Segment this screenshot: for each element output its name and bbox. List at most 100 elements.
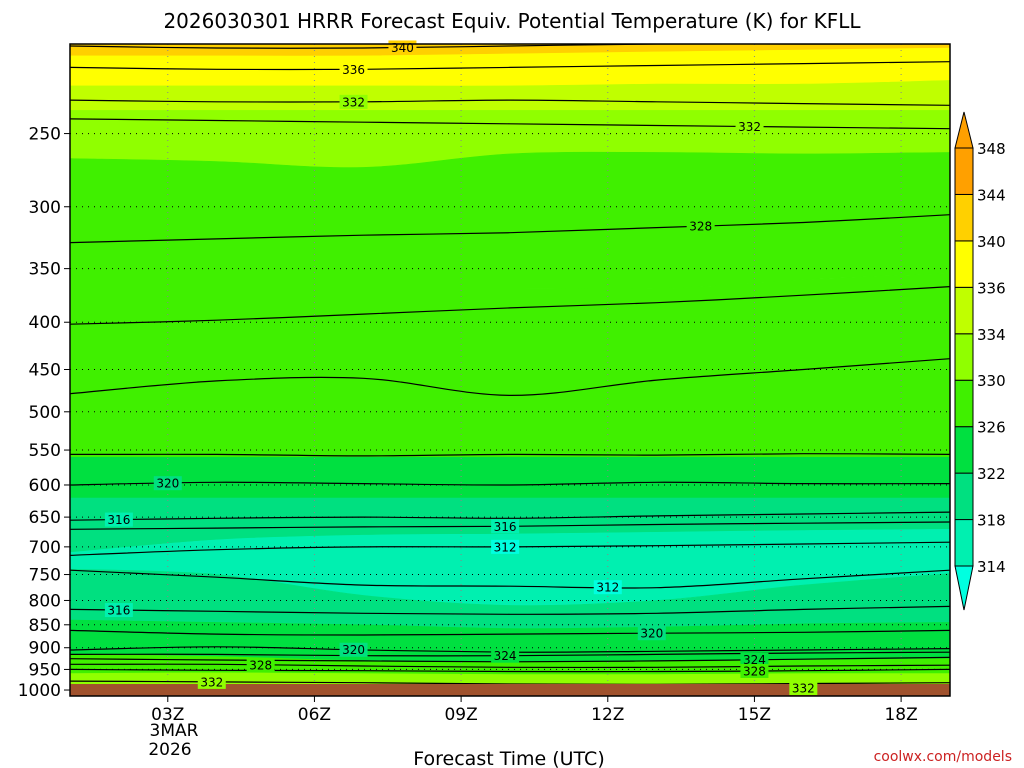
contour-label-text: 316 — [107, 513, 130, 527]
contour-320-7 — [70, 453, 950, 457]
contour-labels: 340 336 332 332 328 320 316 316 312 312 316 320 320 3… — [104, 40, 818, 696]
contour-label-316-9: 316 — [104, 512, 133, 527]
contour-label-bg — [491, 648, 520, 663]
contour-340-0 — [70, 44, 950, 49]
y-tick-label-600: 600 — [29, 476, 61, 496]
contour-316-13 — [70, 605, 950, 615]
contour-label-340-0: 340 — [388, 40, 417, 55]
colorbar-segment-318 — [954, 472, 974, 521]
colorbar-label-344: 344 — [977, 186, 1006, 204]
y-tick-label-950: 950 — [29, 660, 61, 680]
y-tick-label-1000: 1000 — [18, 681, 61, 701]
contour-label-text: 332 — [342, 95, 365, 109]
x-date-label-month: 3MAR — [150, 721, 199, 741]
y-tick-label-800: 800 — [29, 591, 61, 611]
contour-label-bg — [339, 94, 368, 109]
contour-label-332-20: 332 — [197, 674, 226, 689]
colorbar-segment-336 — [954, 240, 974, 288]
contour-label-312-11: 312 — [491, 539, 520, 554]
contour-label-bg — [593, 580, 622, 595]
theta-band-323-6 — [70, 456, 950, 499]
y-tick-label-700: 700 — [29, 538, 61, 558]
contour-label-text: 312 — [596, 581, 619, 595]
colorbar-label-340: 340 — [977, 233, 1006, 251]
contour-label-328-4: 328 — [686, 219, 715, 234]
contour-label-bg — [153, 476, 182, 491]
contour-label-316-10: 316 — [491, 519, 520, 534]
contour-label-bg — [104, 512, 133, 527]
x-date-label-year: 2026 — [148, 740, 191, 760]
contour-label-text: 328 — [249, 658, 272, 672]
colorbar-label-326: 326 — [977, 419, 1006, 437]
contour-label-text: 336 — [342, 63, 365, 77]
contour-label-324-16: 324 — [491, 648, 520, 663]
y-axis: 250 300 350 400 450 500 550 600 650 700 750 800 850 9… — [18, 125, 70, 701]
y-tick-label-900: 900 — [29, 639, 61, 659]
y-tick-label-750: 750 — [29, 566, 61, 586]
contour-324-6 — [70, 358, 950, 397]
contour-label-bg — [491, 539, 520, 554]
contour-label-text: 320 — [640, 627, 663, 641]
contour-label-bg — [246, 657, 275, 672]
contour-label-332-2: 332 — [339, 94, 368, 109]
gridlines — [70, 44, 950, 696]
contour-328-19 — [70, 668, 950, 673]
x-tick-label-06Z: 06Z — [298, 705, 331, 725]
contour-label-text: 328 — [743, 664, 766, 678]
contour-312-12 — [70, 569, 950, 589]
contour-label-text: 316 — [494, 520, 517, 534]
plot-area — [70, 44, 950, 696]
contour-label-bg — [197, 674, 226, 689]
contour-label-text: 332 — [738, 120, 761, 134]
y-tick-label-300: 300 — [29, 198, 61, 218]
chart-title: 2026030301 HRRR Forecast Equiv. Potentia… — [163, 9, 861, 33]
theta-band-327-5 — [70, 272, 950, 458]
colorbar-label-336: 336 — [977, 279, 1006, 297]
contour-label-312-12: 312 — [593, 580, 622, 595]
x-tick-label-12Z: 12Z — [591, 705, 624, 725]
contour-320-8 — [70, 481, 950, 486]
contour-label-text: 328 — [689, 220, 712, 234]
contour-label-bg — [686, 219, 715, 234]
colorbar-label-322: 322 — [977, 465, 1006, 483]
colorbar: 314 318 322 326 330 334 336 340 344 348 — [954, 111, 1006, 611]
contour-label-text: 324 — [494, 649, 517, 663]
colorbar-label-348: 348 — [977, 140, 1006, 158]
y-tick-label-400: 400 — [29, 313, 61, 333]
y-tick-label-500: 500 — [29, 403, 61, 423]
contour-label-bg — [339, 62, 368, 77]
contour-316-9 — [70, 511, 950, 521]
contour-332-2 — [70, 99, 950, 106]
colorbar-segment-314 — [954, 519, 974, 567]
colorbar-label-334: 334 — [977, 326, 1006, 344]
contour-label-332-21: 332 — [789, 681, 818, 696]
contour-332-3 — [70, 118, 950, 130]
credit-text: coolwx.com/models — [874, 749, 1012, 765]
contour-label-text: 316 — [107, 604, 130, 618]
contour-label-bg — [735, 119, 764, 134]
contour-label-bg — [789, 681, 818, 696]
contour-label-text: 340 — [391, 41, 414, 55]
contour-label-bg — [740, 652, 769, 667]
colorbar-segment-344 — [954, 147, 974, 195]
ground-surface — [70, 684, 950, 696]
contour-320-14 — [70, 629, 950, 636]
contour-label-text: 332 — [792, 682, 815, 696]
contour-label-text: 320 — [342, 643, 365, 657]
contour-label-328-18: 328 — [246, 657, 275, 672]
contour-label-text: 332 — [200, 675, 223, 689]
x-tick-label-15Z: 15Z — [738, 705, 771, 725]
contour-label-text: 312 — [494, 540, 517, 554]
contour-label-336-1: 336 — [339, 62, 368, 77]
contour-label-bg — [491, 519, 520, 534]
y-tick-label-850: 850 — [29, 616, 61, 636]
colorbar-segment-330 — [954, 333, 974, 381]
contour-label-text: 324 — [743, 653, 766, 667]
colorbar-segment-322 — [954, 426, 974, 474]
contour-label-bg — [104, 603, 133, 618]
y-tick-label-650: 650 — [29, 508, 61, 528]
x-tick-label-09Z: 09Z — [444, 705, 477, 725]
colorbar-label-314: 314 — [977, 558, 1006, 576]
y-tick-label-350: 350 — [29, 260, 61, 280]
